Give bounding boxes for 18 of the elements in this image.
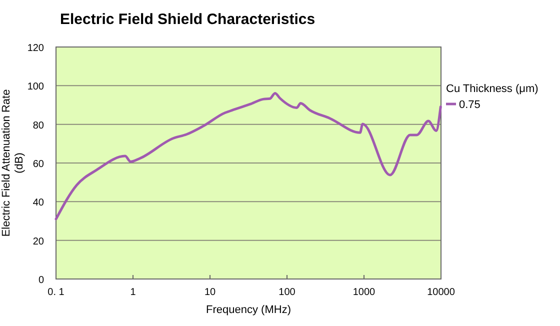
y-tick-label: 80 <box>32 120 44 132</box>
x-tick-label: 1 <box>130 287 136 298</box>
x-tick-label: 10000 <box>427 287 456 298</box>
x-tick-label: 10 <box>204 287 216 298</box>
y-tick-label: 0 <box>38 275 44 286</box>
x-tick-label: 0. 1 <box>48 287 65 298</box>
x-tick-label: 100 <box>278 287 296 298</box>
x-axis-title: Frequency (MHz) <box>206 304 291 316</box>
chart-title: Electric Field Shield Characteristics <box>60 11 316 28</box>
y-tick-label: 100 <box>27 82 44 93</box>
legend-title: Cu Thickness (μm) <box>446 83 538 95</box>
x-tick-label: 1000 <box>352 287 376 298</box>
y-tick-label: 60 <box>32 159 44 170</box>
legend-label: 0.75 <box>459 99 480 111</box>
y-axis-title: Electric Field Attenuation Rate (dB) <box>0 89 26 237</box>
y-tick-label: 40 <box>32 198 44 209</box>
y-tick-label: 20 <box>32 236 44 248</box>
y-tick-label: 120 <box>27 43 44 54</box>
